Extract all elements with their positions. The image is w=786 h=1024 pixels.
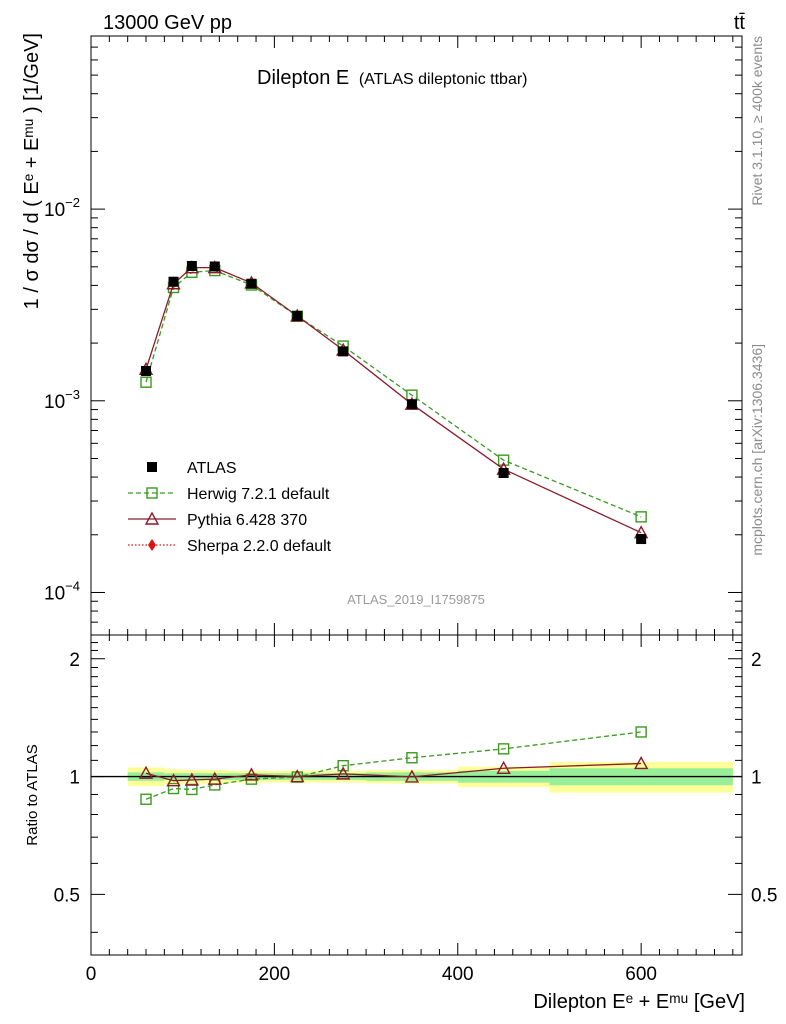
herwig-line xyxy=(145,269,642,518)
x-tick-label: 600 xyxy=(625,964,657,985)
herwig-ratio-point xyxy=(406,752,418,764)
herwig-ratio-point xyxy=(167,782,180,795)
herwig-point xyxy=(140,376,152,388)
pythia-ratio-point xyxy=(184,772,200,786)
herwig-point xyxy=(635,511,647,523)
ratio-y-tick-label: 0.5 xyxy=(54,885,80,906)
y-tick-label: 10−4 xyxy=(44,578,80,604)
data-series xyxy=(138,260,649,805)
ratio-y-tick-label-right: 1 xyxy=(751,768,762,789)
legend-label-pythia: Pythia 6.428 370 xyxy=(187,512,307,529)
pythia-line xyxy=(145,266,642,534)
legend-label-atlas: ATLAS xyxy=(187,460,237,477)
legend-marker-sherpa xyxy=(148,539,156,551)
ratio-y-tick-label-right: 0.5 xyxy=(751,885,777,906)
x-tick-label: 400 xyxy=(442,964,474,985)
atlas-point xyxy=(636,534,647,545)
title-sub: (ATLAS dileptonic ttbar) xyxy=(359,71,528,88)
atlas-point xyxy=(209,261,220,272)
atlas-point xyxy=(292,310,303,321)
pythia-ratio-point xyxy=(207,771,222,785)
herwig-ratio-point xyxy=(337,760,349,772)
legend: ATLAS Herwig 7.2.1 default Pythia 6.428 37… xyxy=(128,460,332,555)
atlas-point xyxy=(246,278,257,289)
process-label: tt̄ xyxy=(734,12,746,34)
atlas-point xyxy=(168,276,179,287)
pythia-ratio-point xyxy=(335,766,351,780)
legend-marker-pythia xyxy=(144,511,160,525)
uncertainty-bands xyxy=(127,761,733,793)
pythia-ratio-line xyxy=(145,762,642,782)
herwig-ratio-point xyxy=(635,726,647,738)
atlas-point xyxy=(186,260,197,271)
y-axis-label-ratio: Ratio to ATLAS xyxy=(24,744,41,845)
atlas-point xyxy=(498,468,509,479)
pythia-ratio-point xyxy=(244,767,259,781)
analysis-id: ATLAS_2019_I1759875 xyxy=(347,592,485,607)
pythia-ratio-point xyxy=(290,769,305,783)
pythia-ratio-point xyxy=(166,773,181,787)
pythia-ratio-point xyxy=(404,769,420,783)
legend-label-herwig: Herwig 7.2.1 default xyxy=(187,486,330,503)
x-tick-label: 0 xyxy=(86,964,97,985)
ratio-y-tick-label-right: 2 xyxy=(751,650,762,671)
y-tick-label: 10−3 xyxy=(44,387,80,413)
legend-label-sherpa: Sherpa 2.2.0 default xyxy=(187,538,332,555)
ratio-y-tick-label: 2 xyxy=(69,650,80,671)
legend-marker-atlas xyxy=(147,462,157,472)
pythia-ratio-point xyxy=(633,756,649,770)
x-tick-label: 200 xyxy=(259,964,291,985)
atlas-point xyxy=(141,366,152,377)
ratio-panel-frame xyxy=(90,634,743,956)
pythia-ratio-point xyxy=(138,765,154,779)
herwig-ratio-point xyxy=(209,779,221,791)
mcplots-label: mcplots.cern.ch [arXiv:1306.3436] xyxy=(749,344,765,556)
herwig-point xyxy=(497,454,510,466)
atlas-point xyxy=(338,346,349,357)
rivet-label: Rivet 3.1.10, ≥ 400k events xyxy=(749,36,765,206)
chart-title: Dilepton E (ATLAS dileptonic ttbar) xyxy=(257,67,528,89)
y-axis-label-main: 1 / σ dσ / d ( Eᵉ + Eᵐᵘ ) [1/GeV] xyxy=(21,33,43,309)
pythia-ratio-point xyxy=(496,760,511,774)
herwig-ratio-point xyxy=(497,743,510,755)
title-main: Dilepton E xyxy=(257,67,349,89)
atlas-point xyxy=(406,399,417,410)
axes-frame: 0 200 400 600 10−4 10−3 10−2 0.5 0.5 1 1 2 2 xyxy=(44,35,777,985)
ratio-y-tick-label: 1 xyxy=(69,768,80,789)
y-tick-label: 10−2 xyxy=(44,195,80,221)
legend-marker-herwig xyxy=(146,487,158,499)
herwig-ratio-line xyxy=(145,731,642,800)
x-axis-label: Dilepton Eᵉ + Eᵐᵘ [GeV] xyxy=(533,991,745,1013)
herwig-ratio-point xyxy=(140,793,152,805)
energy-label: 13000 GeV pp xyxy=(103,12,232,34)
